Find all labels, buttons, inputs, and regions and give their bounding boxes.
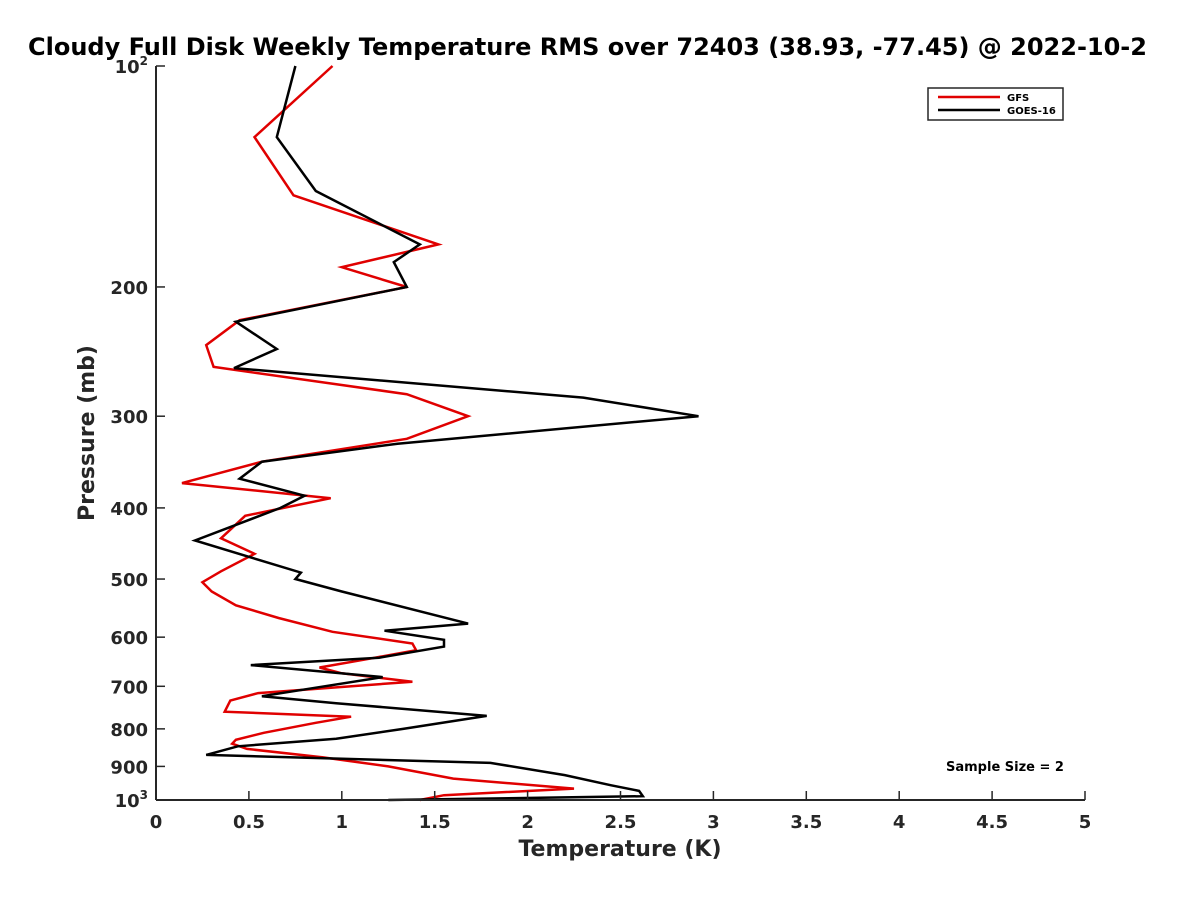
- y-tick-label: 200: [110, 278, 148, 299]
- y-tick-label: 102: [115, 54, 148, 78]
- x-tick-label: 2: [521, 812, 534, 833]
- x-tick-label: 4: [893, 812, 906, 833]
- x-tick-label: 3: [707, 812, 720, 833]
- series-layer: [181, 65, 699, 802]
- x-tick-label: 0: [150, 812, 163, 833]
- legend-label-goes16: GOES-16: [1007, 106, 1056, 117]
- legend: GFS GOES-16: [927, 87, 1064, 121]
- y-tick-label: 700: [110, 677, 148, 698]
- legend-label-gfs: GFS: [1007, 93, 1029, 104]
- x-tick-label: 2.5: [605, 812, 637, 833]
- x-tick-label: 0.5: [233, 812, 265, 833]
- x-tick-label: 1.5: [419, 812, 451, 833]
- y-ticks: 102 200 300 400 500 600 700 800 900 103: [110, 54, 165, 812]
- y-tick-label: 600: [110, 628, 148, 649]
- y-tick-label: 900: [110, 757, 148, 778]
- sample-size-annotation: Sample Size = 2: [946, 760, 1064, 775]
- chart-title: Cloudy Full Disk Weekly Temperature RMS …: [28, 33, 1147, 61]
- y-tick-label: 400: [110, 499, 148, 520]
- x-tick-label: 1: [336, 812, 349, 833]
- y-axis-label: Pressure (mb): [75, 345, 100, 521]
- x-axis-label: Temperature (K): [518, 837, 721, 862]
- x-tick-label: 4.5: [976, 812, 1008, 833]
- y-tick-label: 500: [110, 570, 148, 591]
- y-tick-label: 300: [110, 407, 148, 428]
- x-ticks: 0 0.5 1 1.5 2 2.5 3 3.5 4 4.5 5: [150, 791, 1092, 833]
- series-line-goes16: [191, 65, 699, 802]
- series-line-gfs: [181, 65, 575, 802]
- y-tick-label: 103: [115, 788, 148, 812]
- x-tick-label: 3.5: [790, 812, 822, 833]
- y-tick-label: 800: [110, 720, 148, 741]
- legend-box: [927, 87, 1064, 121]
- x-tick-label: 5: [1079, 812, 1092, 833]
